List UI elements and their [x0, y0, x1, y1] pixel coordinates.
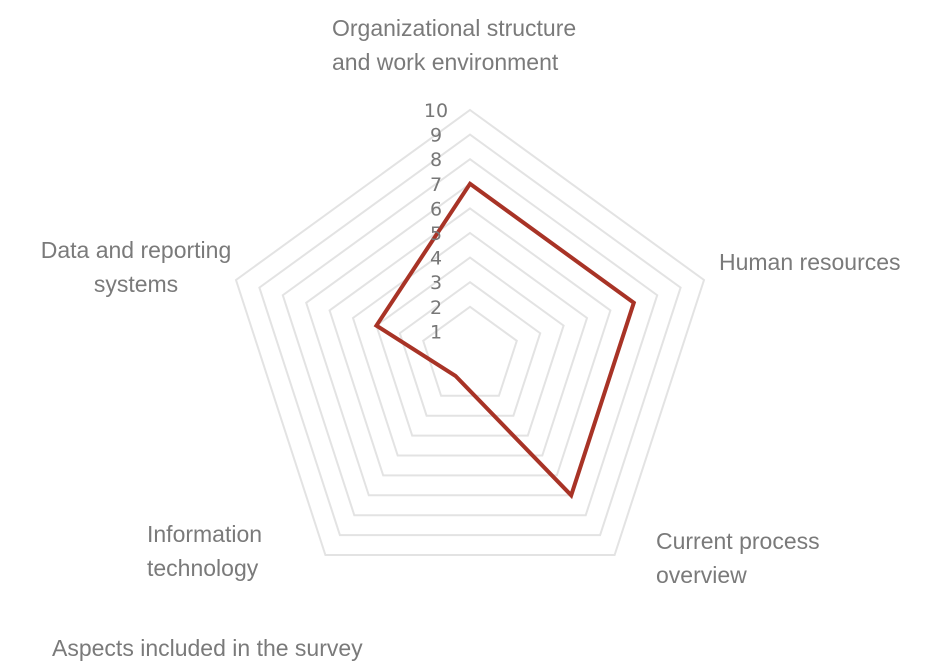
axis-label: Current process overview	[656, 528, 820, 588]
axis-label: Information technology	[147, 521, 262, 581]
grid-ring	[422, 305, 518, 397]
axis-label-line: systems	[94, 271, 178, 297]
radar-grid	[234, 108, 706, 556]
axis-label-line: Information	[147, 521, 262, 547]
tick-label: 5	[430, 223, 442, 245]
axis-label-line: Data and reporting	[41, 237, 232, 263]
axis-label-line: Current process	[656, 528, 820, 554]
axis-label-line: overview	[656, 562, 747, 588]
tick-label: 8	[430, 149, 442, 171]
grid-ring	[351, 231, 589, 457]
grid-ring	[328, 207, 612, 477]
axis-label-line: and work environment	[332, 49, 559, 75]
radial-ticks: 12 34 5 67 89 10	[424, 100, 448, 343]
tick-label: 6	[430, 198, 442, 220]
axis-label: Human resources	[719, 249, 901, 275]
tick-label: 3	[430, 272, 442, 294]
grid-ring	[258, 133, 682, 537]
axis-label: Organizational structure and work environ…	[332, 15, 576, 75]
tick-label: 10	[424, 100, 448, 122]
axis-label-line: technology	[147, 555, 259, 581]
chart-caption: Aspects included in the survey	[52, 635, 363, 661]
axis-labels: Organizational structure and work environ…	[41, 15, 901, 588]
series-polygon	[373, 180, 637, 500]
grid-ring	[375, 256, 565, 437]
tick-label: 1	[430, 321, 442, 343]
grid-ring	[234, 108, 706, 556]
tick-label: 2	[430, 297, 442, 319]
axis-label: Data and reporting systems	[41, 237, 232, 297]
grid-ring	[398, 280, 542, 417]
axis-label-line: Human resources	[719, 249, 901, 275]
axis-label-line: Organizational structure	[332, 15, 576, 41]
tick-label: 9	[430, 125, 442, 147]
grid-ring	[281, 157, 659, 517]
tick-label: 7	[430, 174, 442, 196]
radar-series	[373, 180, 637, 500]
tick-label: 4	[430, 248, 442, 270]
